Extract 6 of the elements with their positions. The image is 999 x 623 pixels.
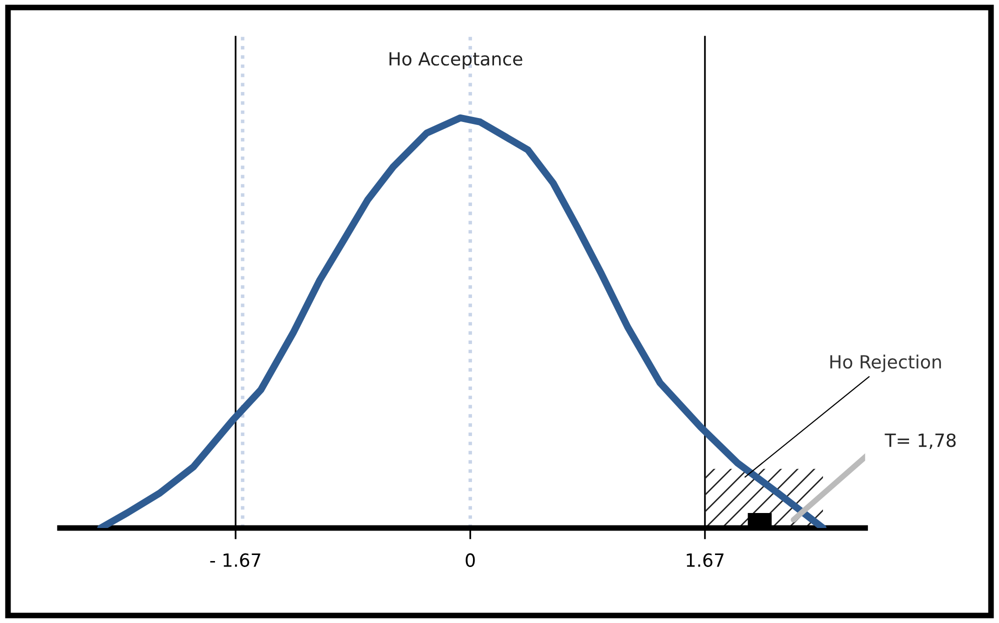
- band-label: Ho Rejection: [830, 354, 941, 372]
- text: T= 1,78: [884, 433, 956, 449]
- x-tick-label: 0: [466, 553, 475, 567]
- x-tick-label: 1.67: [686, 553, 724, 567]
- x-tick-label: - 1.67: [210, 553, 260, 567]
- text: Ho Acceptance: [390, 52, 522, 70]
